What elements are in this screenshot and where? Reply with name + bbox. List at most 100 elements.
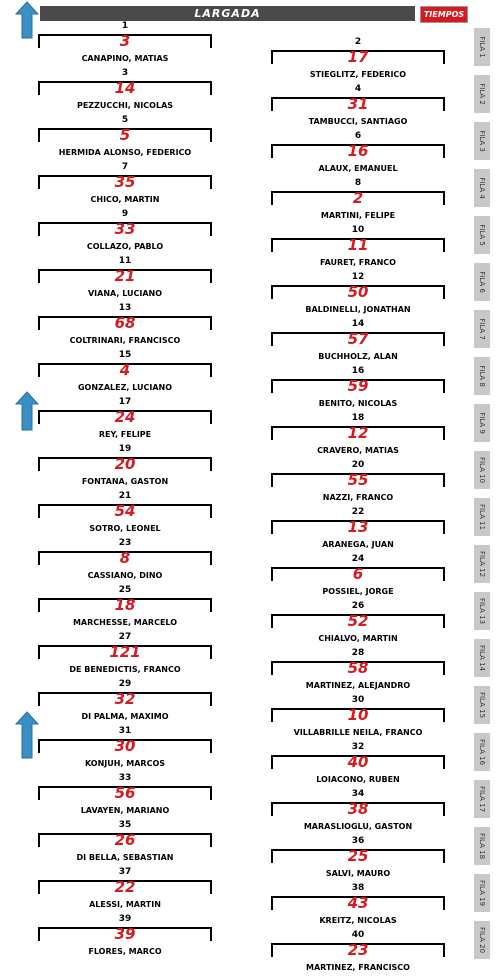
grid-slot <box>271 802 445 816</box>
driver-name: FONTANA, GASTON <box>81 477 169 486</box>
arrow-icon <box>14 711 40 759</box>
grid-position: 38 <box>351 883 365 893</box>
car-number: 22 <box>114 878 136 896</box>
grid-position: 12 <box>351 272 365 282</box>
row-label: FILA 1 <box>478 36 486 58</box>
car-number: 58 <box>347 659 369 677</box>
driver-name: VILLABRILLE NEILA, FRANCO <box>293 728 423 737</box>
car-number: 5 <box>119 126 131 144</box>
row-label-box: FILA 19 <box>474 874 490 912</box>
car-number: 2 <box>352 189 364 207</box>
driver-name: MARTINEZ, FRANCISCO <box>306 963 410 972</box>
driver-name: CHICO, MARTIN <box>90 195 160 204</box>
grid-position: 20 <box>351 460 365 470</box>
grid-slot <box>38 457 212 471</box>
driver-name: MARTINEZ, ALEJANDRO <box>305 681 411 690</box>
row-label: FILA 16 <box>478 738 486 766</box>
car-number: 13 <box>347 518 369 536</box>
row-label: FILA 19 <box>478 879 486 907</box>
driver-name: CASSIANO, DINO <box>87 571 163 580</box>
driver-name: COLLAZO, PABLO <box>86 242 164 251</box>
car-number: 20 <box>114 455 136 473</box>
driver-name: KREITZ, NICOLAS <box>319 916 397 925</box>
grid-slot <box>271 567 445 581</box>
car-number: 30 <box>114 737 136 755</box>
driver-name: FLORES, MARCO <box>88 947 162 956</box>
driver-name: POSSIEL, JORGE <box>322 587 394 596</box>
row-label-box: FILA 20 <box>474 921 490 959</box>
grid-slot <box>271 708 445 722</box>
row-label: FILA 17 <box>478 785 486 813</box>
car-number: 52 <box>347 612 369 630</box>
car-number: 10 <box>347 706 369 724</box>
driver-name: HERMIDA ALONSO, FEDERICO <box>58 148 192 157</box>
grid-slot <box>38 504 212 518</box>
grid-position: 40 <box>351 930 365 940</box>
car-number: 16 <box>347 142 369 160</box>
driver-name: GONZALEZ, LUCIANO <box>77 383 173 392</box>
driver-name: MARCHESSE, MARCELO <box>72 618 178 627</box>
grid-slot <box>38 316 212 330</box>
row-label: FILA 9 <box>478 412 486 434</box>
grid-position: 14 <box>351 319 365 329</box>
row-label-box: FILA 13 <box>474 592 490 630</box>
row-label: FILA 10 <box>478 456 486 484</box>
car-number: 26 <box>114 831 136 849</box>
grid-slot <box>38 34 212 48</box>
grid-position: 28 <box>351 648 365 658</box>
driver-name: STIEGLITZ, FEDERICO <box>309 70 407 79</box>
row-label: FILA 14 <box>478 644 486 672</box>
row-label-box: FILA 17 <box>474 780 490 818</box>
row-label-box: FILA 6 <box>474 263 490 301</box>
row-label-box: FILA 7 <box>474 310 490 348</box>
row-label: FILA 4 <box>478 177 486 199</box>
row-label: FILA 20 <box>478 926 486 954</box>
grid-position: 33 <box>118 773 132 783</box>
grid-position: 19 <box>118 444 132 454</box>
car-number: 43 <box>347 894 369 912</box>
grid-slot <box>38 598 212 612</box>
grid-slot <box>38 645 212 659</box>
grid-position: 4 <box>354 84 362 94</box>
grid-position: 22 <box>351 507 365 517</box>
car-number: 11 <box>347 236 369 254</box>
car-number: 121 <box>109 643 141 661</box>
grid-position: 17 <box>118 397 132 407</box>
row-label-box: FILA 3 <box>474 122 490 160</box>
driver-name: VIANA, LUCIANO <box>87 289 163 298</box>
row-label: FILA 8 <box>478 365 486 387</box>
car-number: 40 <box>347 753 369 771</box>
grid-position: 26 <box>351 601 365 611</box>
driver-name: LOIACONO, RUBEN <box>316 775 400 784</box>
grid-slot <box>271 896 445 910</box>
row-label: FILA 12 <box>478 550 486 578</box>
car-number: 23 <box>347 941 369 959</box>
row-label-box: FILA 8 <box>474 357 490 395</box>
grid-position: 8 <box>354 178 362 188</box>
row-label: FILA 6 <box>478 271 486 293</box>
driver-name: SALVI, MAURO <box>325 869 391 878</box>
driver-name: BENITO, NICOLAS <box>318 399 398 408</box>
car-number: 21 <box>114 267 136 285</box>
grid-position: 9 <box>121 209 129 219</box>
car-number: 18 <box>114 596 136 614</box>
grid-slot <box>271 614 445 628</box>
header-bar: LARGADA <box>40 6 415 21</box>
grid-position: 32 <box>351 742 365 752</box>
row-label-box: FILA 16 <box>474 733 490 771</box>
grid-slot <box>271 238 445 252</box>
grid-slot <box>271 520 445 534</box>
driver-name: MARTINI, FELIPE <box>320 211 396 220</box>
driver-name: DI PALMA, MAXIMO <box>81 712 169 721</box>
row-label-box: FILA 18 <box>474 827 490 865</box>
car-number: 38 <box>347 800 369 818</box>
grid-position: 35 <box>118 820 132 830</box>
grid-slot <box>271 332 445 346</box>
row-label-box: FILA 1 <box>474 28 490 66</box>
row-label: FILA 2 <box>478 83 486 105</box>
car-number: 8 <box>119 549 131 567</box>
car-number: 68 <box>114 314 136 332</box>
row-label-box: FILA 4 <box>474 169 490 207</box>
driver-name: DE BENEDICTIS, FRANCO <box>69 665 181 674</box>
